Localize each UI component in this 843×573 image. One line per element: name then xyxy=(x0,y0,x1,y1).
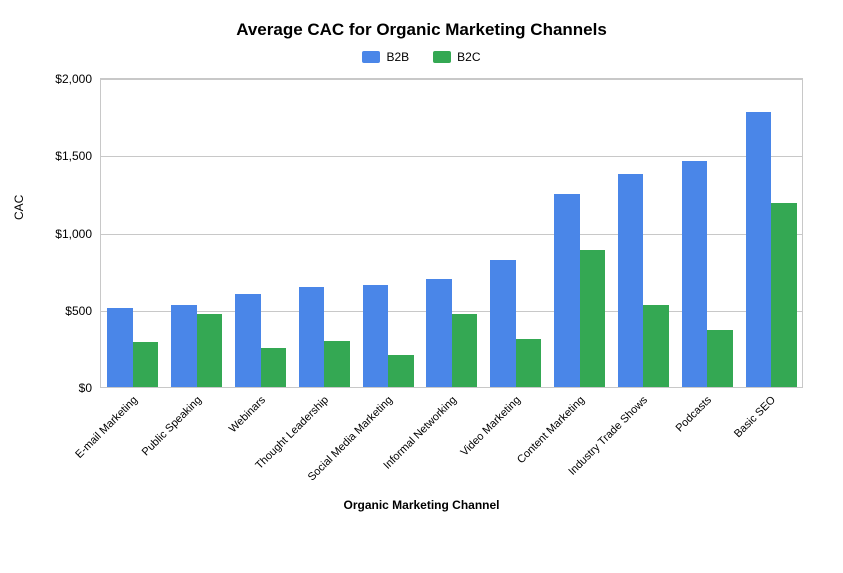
bar-group: Content Marketing xyxy=(548,78,612,387)
legend-item-b2c: B2C xyxy=(433,50,480,64)
bar xyxy=(235,294,261,387)
bar-group: Public Speaking xyxy=(165,78,229,387)
y-axis-label: CAC xyxy=(12,195,26,220)
bar-group: Informal Networking xyxy=(420,78,484,387)
chart-legend: B2B B2C xyxy=(20,50,823,64)
bar-group: Industry Trade Shows xyxy=(612,78,676,387)
y-tick-label: $1,500 xyxy=(55,149,100,163)
bar xyxy=(299,287,325,387)
legend-label-b2c: B2C xyxy=(457,50,480,64)
bar xyxy=(682,161,708,387)
legend-label-b2b: B2B xyxy=(386,50,409,64)
bar xyxy=(554,194,580,387)
bar xyxy=(426,279,452,387)
bar xyxy=(580,250,606,388)
bar-group: Webinars xyxy=(229,78,293,387)
plot-area: $0$500$1,000$1,500$2,000 E-mail Marketin… xyxy=(100,78,803,388)
y-tick-label: $2,000 xyxy=(55,72,100,86)
bar-group: Thought Leadership xyxy=(292,78,356,387)
bar xyxy=(107,308,133,387)
bar xyxy=(363,285,389,387)
bar xyxy=(490,260,516,387)
bar xyxy=(618,174,644,387)
bar-groups: E-mail MarketingPublic SpeakingWebinarsT… xyxy=(100,78,803,388)
bar-group: Podcasts xyxy=(675,78,739,387)
chart-title: Average CAC for Organic Marketing Channe… xyxy=(20,20,823,40)
legend-swatch-b2c xyxy=(433,51,451,63)
bar xyxy=(171,305,197,387)
bar-group: Social Media Marketing xyxy=(356,78,420,387)
bar xyxy=(746,112,772,387)
bar-group: Basic SEO xyxy=(739,78,803,387)
legend-swatch-b2b xyxy=(362,51,380,63)
legend-item-b2b: B2B xyxy=(362,50,409,64)
y-tick-label: $500 xyxy=(65,304,100,318)
x-axis-label: Organic Marketing Channel xyxy=(20,498,823,512)
y-tick-label: $1,000 xyxy=(55,227,100,241)
bar xyxy=(771,203,797,387)
y-tick-label: $0 xyxy=(79,381,100,395)
chart-container: Average CAC for Organic Marketing Channe… xyxy=(0,0,843,573)
bar-group: E-mail Marketing xyxy=(101,78,165,387)
bar-group: Video Marketing xyxy=(484,78,548,387)
